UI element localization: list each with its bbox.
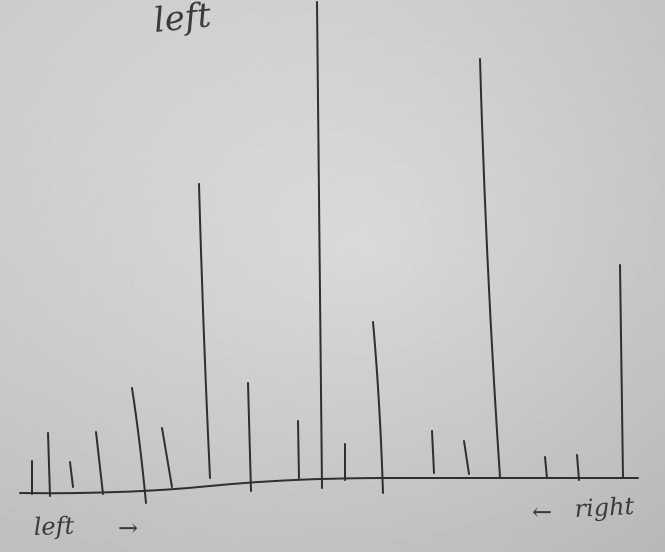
tick-16 [544, 456, 548, 479]
tick-marks [31, 1, 624, 504]
tick-10 [316, 1, 323, 489]
tick-15 [479, 58, 501, 478]
tick-17 [576, 454, 580, 481]
bottom-left-arrow-glyph: → [118, 514, 138, 542]
bottom-right-handwritten-label: right [574, 492, 635, 523]
top-handwritten-label: left [152, 0, 213, 41]
tick-9 [297, 420, 300, 479]
baseline-line [19, 477, 639, 495]
tick-2 [47, 432, 51, 497]
tick-4 [95, 431, 104, 495]
tick-6 [161, 427, 173, 488]
tick-8 [247, 382, 252, 492]
tick-7 [198, 183, 211, 479]
tick-5 [131, 387, 147, 504]
tick-18 [619, 264, 624, 478]
tick-12 [372, 321, 384, 494]
bottom-left-handwritten-label: left [33, 512, 75, 541]
bottom-right-arrow-glyph: ← [532, 498, 552, 526]
tick-3 [69, 461, 74, 488]
tick-13 [431, 430, 435, 474]
tick-14 [463, 440, 470, 475]
